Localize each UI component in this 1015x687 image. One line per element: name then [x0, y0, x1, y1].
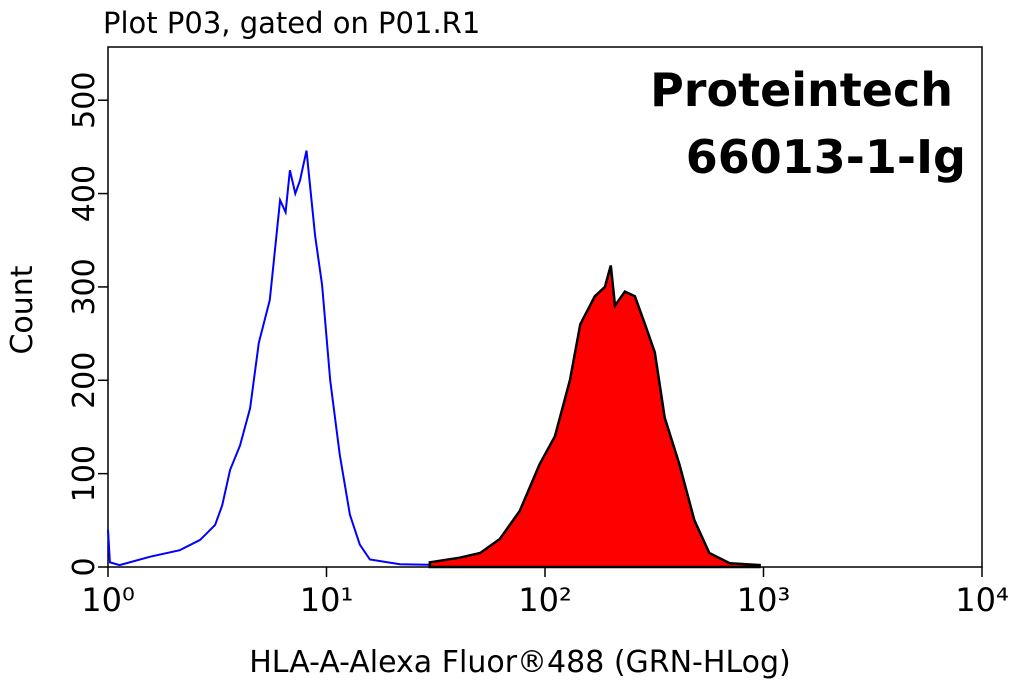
x-axis-label: HLA-A-Alexa Fluor®488 (GRN-HLog) — [249, 645, 790, 680]
annotation: Proteintech — [650, 63, 953, 117]
y-tick-label: 0 — [67, 557, 102, 576]
chart-title: Plot P03, gated on P01.R1 — [103, 6, 480, 40]
x-tick-label: 10² — [518, 581, 572, 619]
y-axis-label: Count — [5, 265, 40, 354]
x-tick-label: 10⁴ — [955, 581, 1009, 619]
y-tick-label: 400 — [67, 165, 102, 222]
annotation: 66013-1-Ig — [686, 130, 966, 184]
y-tick-label: 500 — [67, 72, 102, 129]
x-tick-label: 10⁰ — [81, 581, 135, 619]
histogram-area — [428, 265, 761, 569]
y-tick-label: 300 — [67, 258, 102, 315]
histogram-line — [107, 150, 450, 567]
y-tick-label: 100 — [67, 445, 102, 502]
x-tick-label: 10³ — [737, 581, 791, 619]
y-tick-label: 200 — [67, 352, 102, 409]
x-tick-label: 10¹ — [300, 581, 354, 619]
